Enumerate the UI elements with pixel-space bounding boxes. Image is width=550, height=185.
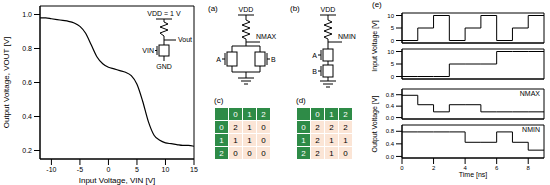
html-text:1: 1 (329, 148, 334, 158)
svg-text:4: 4 (463, 165, 467, 170)
html-text:2: 2 (315, 122, 320, 132)
html-text:NMAX: NMAX (519, 90, 540, 97)
svg-text:0: 0 (391, 74, 395, 80)
svg-text:5: 5 (135, 166, 139, 173)
svg-text:Output Voltage [V]: Output Voltage [V] (371, 96, 379, 153)
svg-text:0.4: 0.4 (386, 103, 395, 109)
html-text:1: 1 (329, 135, 334, 145)
svg-text:B: B (271, 56, 276, 63)
html-text:2: 2 (343, 122, 348, 132)
svg-text:10: 10 (162, 166, 170, 173)
html-text:1: 1 (233, 135, 238, 145)
html-text:Time [ns]: Time [ns] (458, 171, 488, 178)
svg-text:2: 2 (432, 165, 436, 170)
svg-text:0.6: 0.6 (22, 79, 32, 86)
svg-text:VDD: VDD (239, 6, 254, 13)
html-text:2: 2 (219, 148, 224, 158)
svg-text:Input Voltage [V]: Input Voltage [V] (371, 20, 379, 71)
html-text:2: 2 (329, 122, 334, 132)
html-text:1: 1 (343, 135, 348, 145)
svg-text:10: 10 (387, 49, 394, 55)
html-text:1: 1 (301, 135, 306, 145)
html-text:0: 0 (261, 148, 266, 158)
svg-text:GND: GND (156, 63, 172, 70)
svg-text:VIN: VIN (142, 47, 154, 54)
html-text:0: 0 (261, 135, 266, 145)
svg-text:5: 5 (391, 61, 395, 67)
svg-text:(b): (b) (290, 4, 300, 13)
svg-text:10: 10 (387, 13, 394, 19)
svg-text:Input Voltage, VIN [V]: Input Voltage, VIN [V] (79, 176, 156, 185)
html-text:0: 0 (247, 148, 252, 158)
svg-text:15: 15 (190, 166, 198, 173)
svg-text:0.4: 0.4 (22, 113, 32, 120)
html-text:2: 2 (315, 135, 320, 145)
svg-text:8: 8 (527, 165, 531, 170)
svg-text:0.8: 0.8 (386, 92, 395, 98)
html-text:2: 2 (233, 122, 238, 132)
svg-text:Output Voltage, VOUT [V]: Output Voltage, VOUT [V] (8, 37, 11, 128)
html-text:0: 0 (233, 148, 238, 158)
html-text:1: 1 (247, 109, 252, 119)
html-text:0: 0 (315, 109, 320, 119)
html-text:2: 2 (315, 148, 320, 158)
html-text:0: 0 (261, 122, 266, 132)
svg-text:NMIN: NMIN (338, 33, 356, 40)
html-text:2: 2 (301, 148, 306, 158)
html-text:1: 1 (247, 122, 252, 132)
html-text:2: 2 (343, 109, 348, 119)
svg-text:0.8: 0.8 (386, 128, 395, 134)
svg-text:0.0: 0.0 (386, 115, 395, 121)
html-text:0: 0 (233, 109, 238, 119)
svg-text:1.0: 1.0 (22, 11, 32, 18)
svg-text:0.2: 0.2 (22, 147, 32, 154)
svg-text:A: A (216, 56, 221, 63)
html-text:(d): (d) (296, 96, 306, 105)
svg-text:0: 0 (391, 38, 395, 44)
html-text:0: 0 (219, 122, 224, 132)
svg-text:6: 6 (495, 165, 499, 170)
html-text:1: 1 (247, 135, 252, 145)
svg-text:0.8: 0.8 (22, 45, 32, 52)
svg-text:-5: -5 (77, 166, 83, 173)
html-text:0: 0 (301, 122, 306, 132)
html-text:NMIN: NMIN (522, 126, 540, 133)
html-text:0: 0 (343, 148, 348, 158)
svg-text:Vout: Vout (178, 36, 192, 43)
svg-text:0.0: 0.0 (386, 154, 395, 160)
html-text:(c): (c) (214, 96, 224, 105)
html-text:(e): (e) (372, 0, 382, 9)
svg-text:(a): (a) (208, 4, 218, 13)
svg-text:NMAX: NMAX (256, 33, 277, 40)
html-text:2: 2 (261, 109, 266, 119)
svg-text:0: 0 (400, 165, 404, 170)
svg-text:0.4: 0.4 (386, 141, 395, 147)
svg-text:B: B (312, 68, 317, 75)
svg-text:5: 5 (391, 25, 395, 31)
svg-text:-10: -10 (46, 166, 56, 173)
html-text:1: 1 (329, 109, 334, 119)
html-text:1: 1 (219, 135, 224, 145)
svg-text:0: 0 (106, 166, 110, 173)
svg-text:A: A (312, 52, 317, 59)
svg-text:VDD = 1 V: VDD = 1 V (147, 10, 181, 17)
svg-text:VDD: VDD (321, 6, 336, 13)
